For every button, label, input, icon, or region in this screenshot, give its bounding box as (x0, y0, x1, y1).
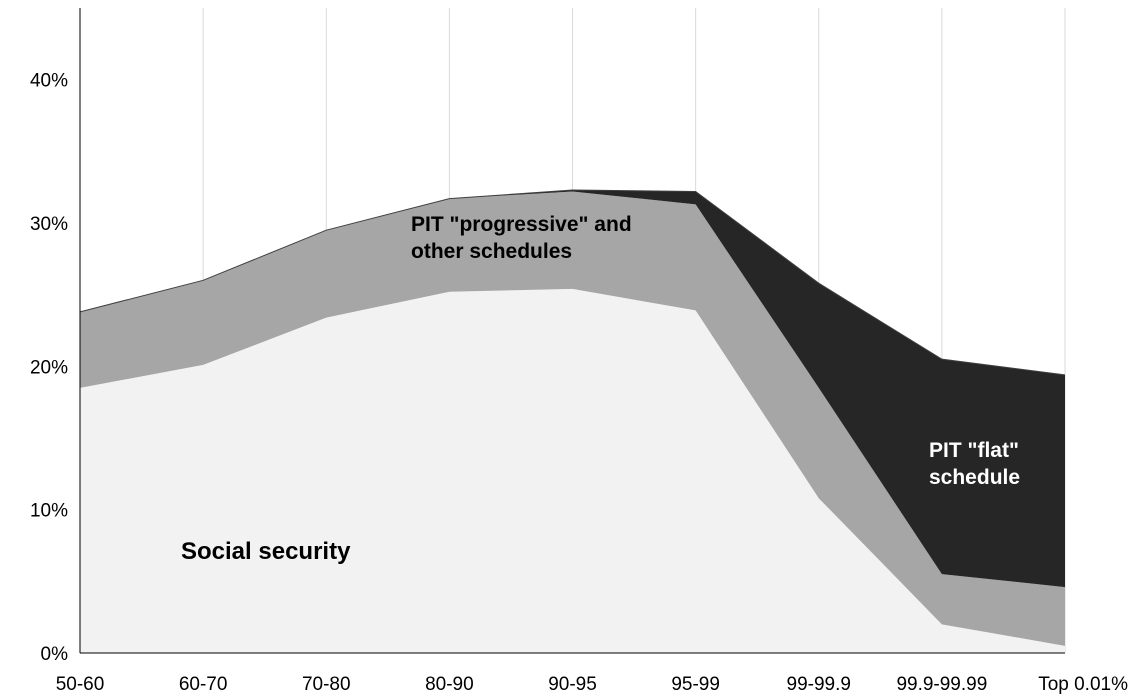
annotation-social-security: Social security (181, 538, 351, 565)
y-tick-label: 40% (30, 71, 68, 92)
x-tick-label: 99.9-99.99 (896, 674, 987, 695)
x-tick-label: 90-95 (548, 674, 597, 695)
area-series-1 (80, 288, 1065, 653)
annotation-pit-progressive: PIT "progressive" and other schedules (411, 213, 632, 263)
y-tick-label: 0% (41, 644, 69, 665)
area-series-2 (80, 191, 1065, 646)
x-tick-label: Top 0.01% (1038, 674, 1128, 695)
x-tick-label: 50-60 (56, 674, 105, 695)
annotation-pit-flat: PIT "flat" schedule (929, 439, 1020, 489)
x-tick-label: 95-99 (671, 674, 720, 695)
y-tick-label: 20% (30, 357, 68, 378)
area-series-3 (80, 190, 1065, 588)
x-tick-label: 99-99.9 (787, 674, 851, 695)
annotations: Social security PIT "progressive" and othe… (181, 213, 1020, 565)
x-tick-label: 70-80 (302, 674, 351, 695)
x-tick-label: 80-90 (425, 674, 474, 695)
x-tick-label: 60-70 (179, 674, 228, 695)
axes: 0% 10% 20% 30% 40% 50-60 60-70 70-80 80-90 90-95 9… (30, 8, 1128, 695)
area-series (79, 189, 1066, 653)
stack-outline (79, 189, 1066, 376)
y-tick-label: 30% (30, 214, 68, 235)
y-tick-label: 10% (30, 501, 68, 522)
